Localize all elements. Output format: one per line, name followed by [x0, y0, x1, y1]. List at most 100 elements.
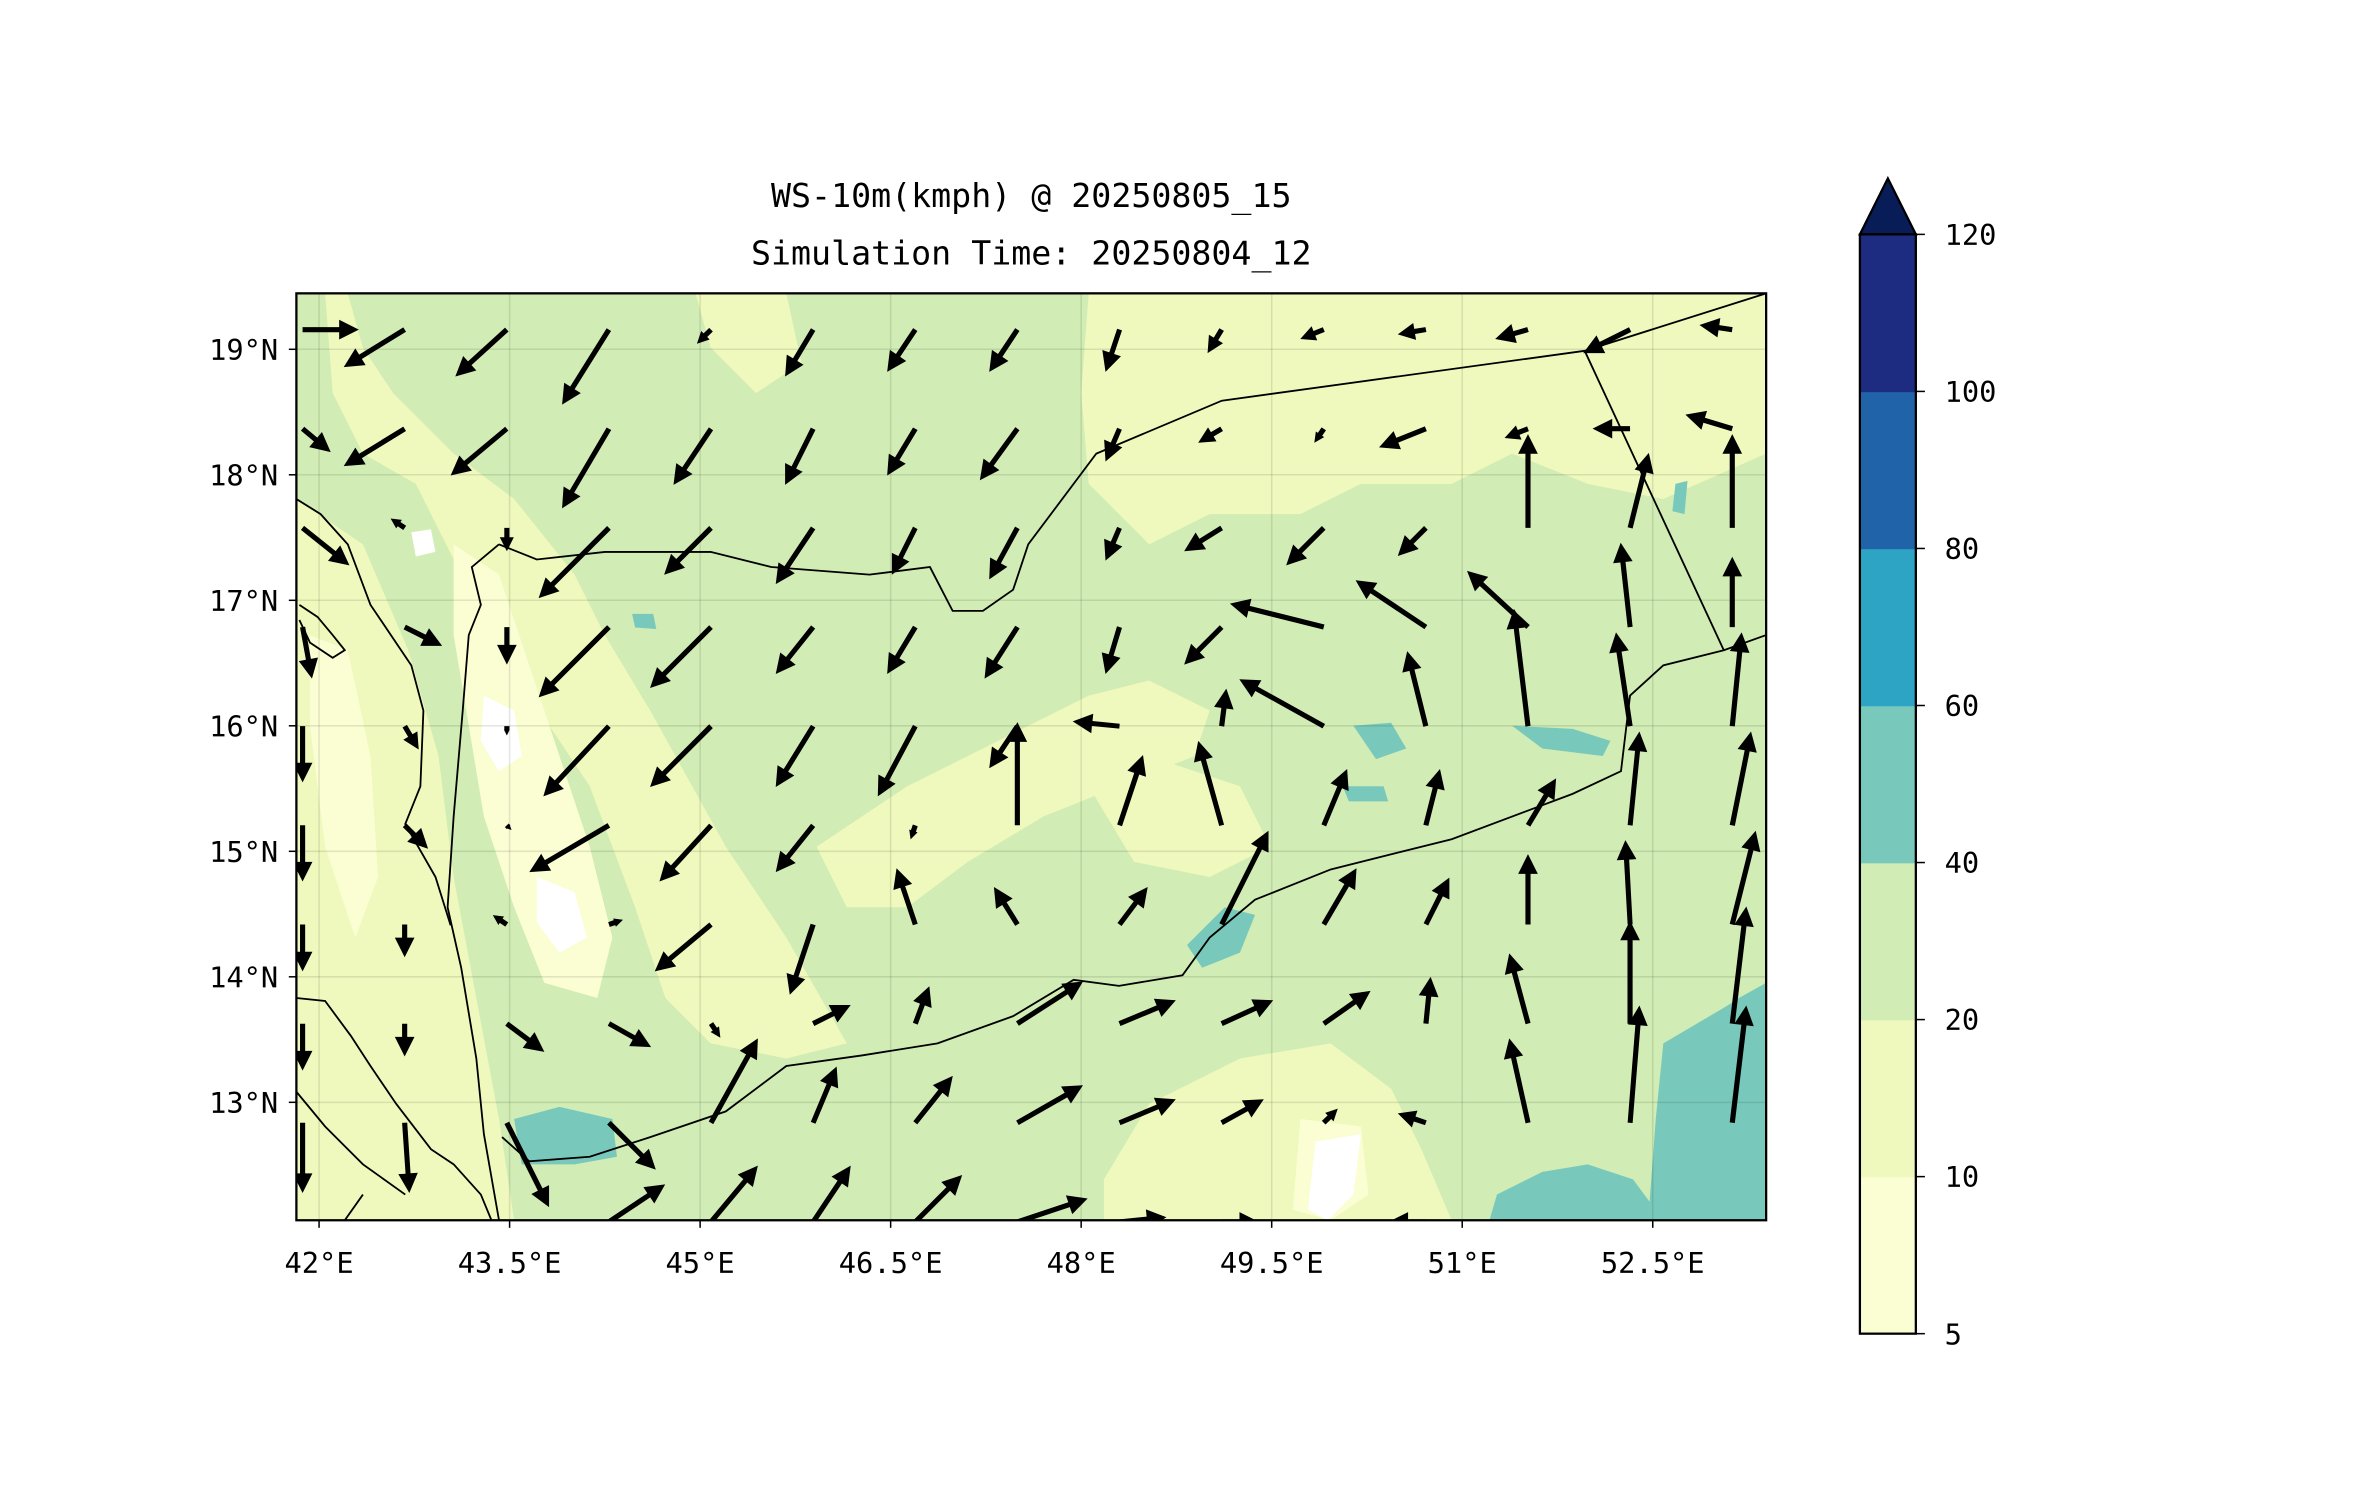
lon-tick-label: 49.5°E	[1220, 1246, 1324, 1280]
lon-tick-label: 42°E	[284, 1246, 353, 1280]
africa-coast-south	[296, 997, 493, 1221]
wind-arrow	[1418, 976, 1439, 1024]
wind-arrow	[300, 426, 331, 453]
wind-arrow	[1495, 324, 1529, 343]
lon-tick-label: 45°E	[666, 1246, 735, 1280]
wind-arrow	[1117, 754, 1147, 827]
wind-arrow	[503, 726, 510, 736]
wind-arrow	[1620, 920, 1640, 1024]
wind-arrow	[1119, 1209, 1167, 1221]
wind-arrow	[1518, 854, 1538, 925]
wind-arrow	[650, 724, 713, 788]
wind-arrow	[298, 626, 319, 679]
wind-arrow	[1379, 426, 1427, 450]
wind-arrow	[1198, 426, 1223, 443]
wind-arrow	[1729, 906, 1754, 1024]
wind-arrow	[455, 327, 509, 377]
wind-arrow	[1613, 542, 1633, 628]
wind-arrow	[1300, 326, 1325, 341]
longitude-axis: 42°E 43.5°E 45°E 46.5°E 48°E 49.5°E 51°E 52.5°E	[284, 1220, 1705, 1280]
map-frame	[295, 292, 1768, 1222]
wind-arrow	[1616, 840, 1637, 925]
wind-arrow	[296, 1122, 313, 1194]
wind-arrow	[505, 1021, 545, 1052]
wind-arrow	[1321, 1108, 1338, 1125]
wind-arrow	[909, 824, 918, 840]
lon-tick-label: 51°E	[1428, 1246, 1497, 1280]
wind-arrow	[810, 1066, 839, 1124]
wind-arrow	[785, 427, 816, 485]
wind-arrow	[887, 328, 918, 372]
saudi-yemen-border	[498, 293, 1767, 612]
wind-arrow	[989, 328, 1020, 372]
latitude-axis: 19°N 18°N 17°N 16°N 15°N 14°N 13°N	[209, 333, 297, 1120]
wind-arrow	[543, 724, 611, 797]
wind-arrow	[1102, 328, 1122, 372]
colorbar-tick-label: 120	[1945, 218, 1997, 252]
wind-arrow	[1207, 328, 1224, 354]
colorbar-segment	[1859, 234, 1916, 393]
wind-arrow	[1627, 731, 1648, 826]
wind-arrow	[1193, 740, 1225, 827]
wind-arrow	[696, 327, 713, 344]
wind-arrow	[1503, 1038, 1531, 1124]
wind-arrow	[1221, 1212, 1256, 1221]
lat-tick-label: 15°N	[209, 835, 278, 869]
wind-arrow	[893, 868, 918, 926]
colorbar-extend-arrow	[1858, 175, 1918, 236]
wind-arrow	[891, 526, 918, 575]
colorbar-tick-label: 20	[1945, 1003, 1980, 1037]
wind-arrow	[1397, 322, 1427, 340]
wind-arrow	[1104, 526, 1123, 561]
wind-arrow	[607, 1120, 656, 1170]
wind-arrow	[538, 625, 611, 698]
colorbar-segment	[1859, 705, 1916, 864]
wind-arrow	[390, 518, 407, 530]
wind-arrow	[1423, 769, 1445, 826]
wind-arrow	[296, 726, 313, 783]
wind-arrow	[1699, 317, 1733, 338]
wind-arrow	[912, 986, 932, 1025]
wind-arrow	[562, 328, 612, 405]
wind-arrow	[394, 924, 415, 958]
wind-arrow	[1104, 427, 1123, 462]
somalia-coast	[344, 1194, 364, 1221]
wind-arrow	[887, 427, 918, 476]
wind-arrow	[1504, 425, 1529, 440]
colorbar-frame	[1858, 233, 1917, 1335]
wind-arrow	[1286, 526, 1326, 566]
wind-arrow	[812, 1004, 851, 1026]
wind-arrow	[300, 525, 350, 566]
wind-arrow	[654, 922, 713, 972]
wind-arrow	[1722, 556, 1743, 628]
lon-tick-label: 52.5°E	[1601, 1246, 1705, 1280]
wind-arrow	[984, 625, 1020, 679]
map-area	[296, 293, 1767, 1221]
lat-tick-label: 17°N	[209, 584, 278, 618]
wind-arrow	[786, 923, 816, 995]
wind-arrow	[775, 625, 816, 674]
wind-arrow	[296, 924, 313, 972]
wind-arrow	[497, 627, 517, 665]
plot-title: WS-10m(kmph) @ 20250805_15	[771, 176, 1291, 216]
wind-arrow	[504, 1121, 550, 1208]
wind-arrow	[402, 823, 429, 849]
wind-arrow	[913, 1075, 953, 1125]
wind-arrow	[708, 1038, 758, 1125]
wind-arrow	[394, 1023, 415, 1057]
wind-arrow	[673, 427, 714, 485]
wind-arrow	[709, 1165, 758, 1221]
wind-arrow	[775, 823, 816, 873]
wind-arrow	[1355, 580, 1428, 630]
wind-arrow	[989, 526, 1020, 580]
wind-arrow	[302, 319, 359, 340]
lon-tick-label: 46.5°E	[839, 1246, 943, 1280]
wind-arrow	[450, 426, 509, 476]
wind-arrow	[887, 625, 918, 674]
wind-vectors	[296, 317, 1761, 1221]
wind-arrow	[1504, 953, 1531, 1025]
wind-arrow	[775, 526, 816, 585]
wind-arrow	[1219, 830, 1269, 926]
wind-arrow	[1583, 327, 1632, 354]
